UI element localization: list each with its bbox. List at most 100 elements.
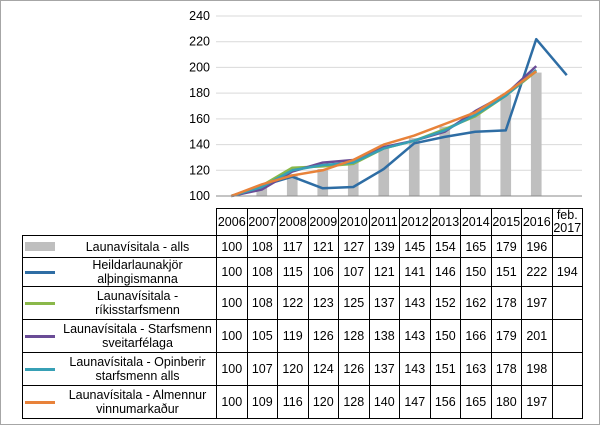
category-label: 2009 (307, 208, 339, 236)
category-label: 2012 (399, 208, 431, 236)
table-row: Launavísitala - Opinberir starfsmenn all… (22, 352, 583, 386)
bar (408, 138, 420, 196)
series-label: Launavísitala - ríkisstarfsmenn (95, 289, 180, 317)
data-cell: 222 (521, 257, 553, 287)
data-cell: 139 (368, 235, 400, 258)
data-cell: 201 (521, 319, 553, 353)
data-cell: 128 (338, 319, 370, 353)
bar (469, 112, 481, 196)
data-cell: 109 (246, 385, 278, 419)
table-row: Launavísitala - Almennur vinnumarkaður 10… (22, 385, 583, 419)
category-label: feb. 2017 (551, 208, 583, 236)
data-cell: 138 (368, 319, 400, 353)
data-cell: 137 (368, 352, 400, 386)
data-cell: 163 (460, 352, 492, 386)
data-cell: 120 (277, 352, 309, 386)
data-cell: 100 (216, 286, 248, 320)
data-cell: 150 (429, 319, 461, 353)
series-line (230, 37, 568, 198)
data-cell: 151 (429, 352, 461, 386)
table-row: Launavísitala - ríkisstarfsmenn 100 108 122… (22, 286, 583, 320)
y-axis-ticks: 100 120 140 160 180 200 220 240 (189, 9, 210, 203)
category-label: 2013 (429, 208, 461, 236)
series-label: Launavísitala - Starfsmenn sveitarfélaga (63, 322, 212, 350)
data-cell: 125 (338, 286, 370, 320)
data-cell: 150 (460, 257, 492, 287)
data-cell: 165 (460, 385, 492, 419)
legend-key (25, 367, 55, 371)
series-label: Launavísitala - Opinberir starfsmenn all… (69, 355, 206, 383)
data-cell (551, 352, 583, 386)
data-cell: 119 (277, 319, 309, 353)
y-tick-label: 120 (189, 163, 210, 177)
table-row: Launavísitala - alls 100 108 117 121 127 139 14… (22, 235, 583, 258)
data-cell: 145 (399, 235, 431, 258)
category-label: 2016 (521, 208, 553, 236)
data-cell: 196 (521, 235, 553, 258)
data-cell: 108 (246, 286, 278, 320)
bar (530, 72, 542, 196)
data-table: 2006 2007 2008 2009 2010 2011 2012 2013 2014 2015… (22, 208, 583, 419)
data-cell: 162 (460, 286, 492, 320)
data-cell: 140 (368, 385, 400, 419)
legend-key (25, 400, 55, 404)
category-label: 2007 (246, 208, 278, 236)
data-cell: 156 (429, 385, 461, 419)
data-cell: 180 (490, 385, 522, 419)
data-cell: 100 (216, 235, 248, 258)
data-cell: 117 (277, 235, 309, 258)
data-cell (551, 319, 583, 353)
data-cell: 124 (307, 352, 339, 386)
category-label: 2006 (216, 208, 248, 236)
data-cell: 100 (216, 319, 248, 353)
data-cell (551, 385, 583, 419)
y-tick-label: 180 (189, 86, 210, 100)
y-tick-label: 220 (189, 35, 210, 49)
table-row: Launavísitala - Starfsmenn sveitarfélaga… (22, 319, 583, 353)
data-cell: 179 (490, 319, 522, 353)
data-cell: 107 (246, 352, 278, 386)
bar (439, 126, 451, 196)
gridlines (216, 15, 582, 197)
y-tick-label: 240 (189, 9, 210, 23)
data-cell: 194 (551, 257, 583, 287)
data-cell: 197 (521, 385, 553, 419)
bar (256, 185, 268, 196)
legend-key (25, 270, 55, 274)
series-line (230, 69, 538, 198)
data-cell: 121 (368, 257, 400, 287)
data-cell: 123 (307, 286, 339, 320)
data-cell: 154 (429, 235, 461, 258)
data-cell: 108 (246, 257, 278, 287)
y-tick-label: 100 (189, 189, 210, 203)
category-label: 2010 (338, 208, 370, 236)
data-cell: 100 (216, 352, 248, 386)
data-cell: 146 (429, 257, 461, 287)
legend-key (25, 301, 55, 305)
data-cell: 100 (216, 385, 248, 419)
category-label: 2014 (460, 208, 492, 236)
bar (347, 161, 359, 196)
data-cell: 116 (277, 385, 309, 419)
data-cell: 141 (399, 257, 431, 287)
data-cell: 128 (338, 385, 370, 419)
legend-key (25, 242, 55, 251)
data-cell: 107 (338, 257, 370, 287)
data-cell: 197 (521, 286, 553, 320)
category-label: 2011 (368, 208, 400, 236)
data-cell: 115 (277, 257, 309, 287)
data-cell: 178 (490, 286, 522, 320)
line-series (230, 37, 568, 198)
data-cell: 143 (399, 319, 431, 353)
data-cell: 147 (399, 385, 431, 419)
data-cell: 127 (338, 235, 370, 258)
table-header-row: 2006 2007 2008 2009 2010 2011 2012 2013 2014 2015… (23, 208, 583, 236)
y-tick-label: 160 (189, 112, 210, 126)
data-cell: 152 (429, 286, 461, 320)
data-cell: 121 (307, 235, 339, 258)
series-line (230, 70, 537, 198)
data-cell: 165 (460, 235, 492, 258)
data-cell: 143 (399, 352, 431, 386)
data-cell: 198 (521, 352, 553, 386)
